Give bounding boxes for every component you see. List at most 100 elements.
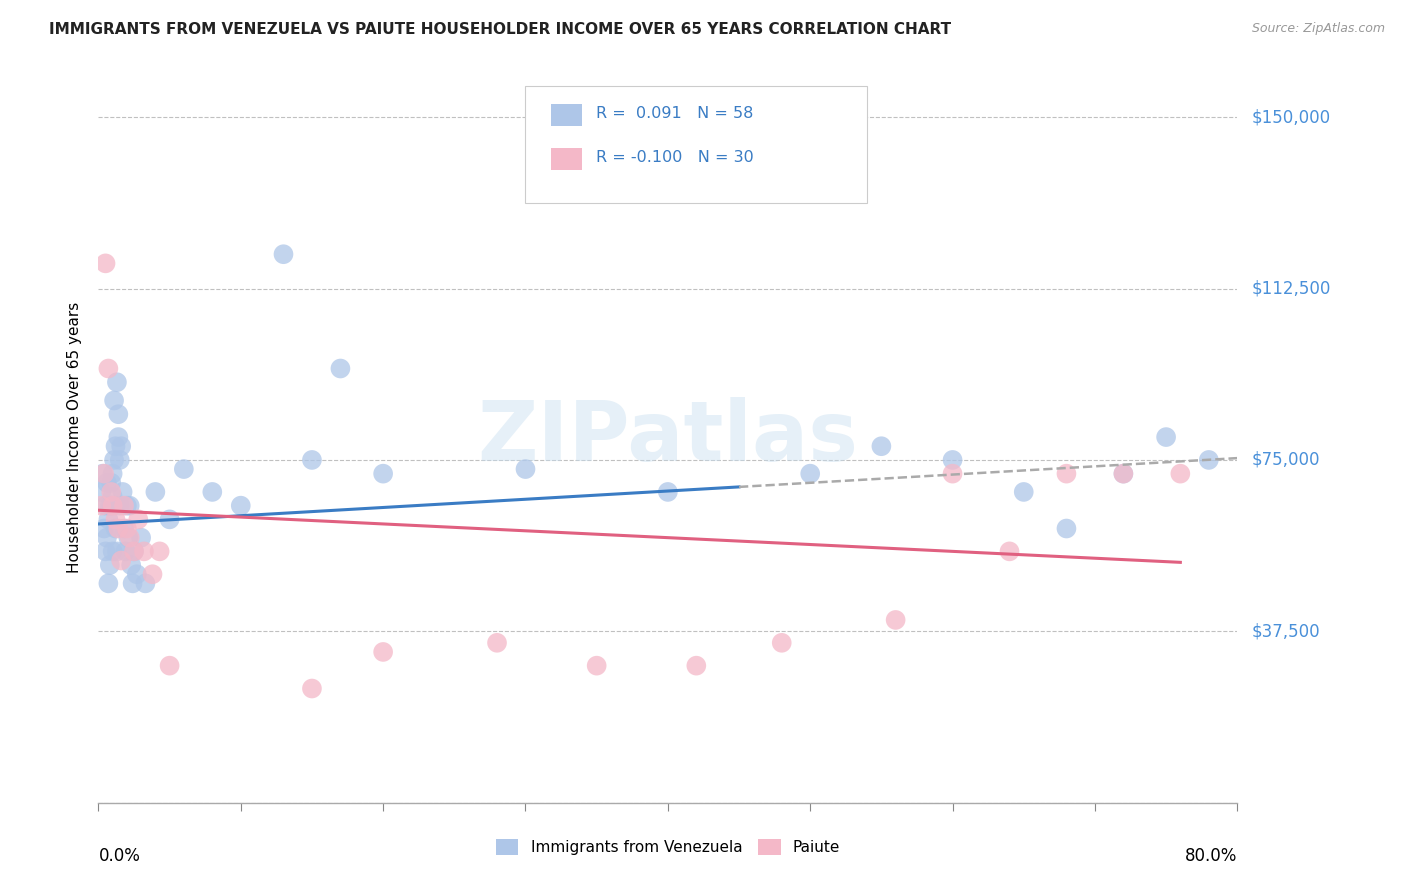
Point (657, 484, 679, 499)
Legend: Immigrants from Venezuela, Paiute: Immigrants from Venezuela, Paiute (489, 833, 846, 861)
Point (104, 512, 127, 526)
Point (132, 544, 155, 558)
Point (121, 576, 143, 591)
Point (108, 499, 131, 513)
Point (97, 576, 120, 591)
Point (107, 430, 129, 444)
Point (103, 453, 125, 467)
Point (301, 453, 323, 467)
Point (117, 531, 139, 545)
Point (201, 484, 224, 499)
Point (110, 439, 132, 453)
Point (122, 544, 145, 558)
Point (101, 467, 124, 481)
Point (98, 558, 121, 573)
Point (111, 484, 134, 499)
Point (91, 467, 114, 481)
Text: R = -0.100   N = 30: R = -0.100 N = 30 (596, 150, 754, 165)
Point (145, 484, 167, 499)
Point (373, 645, 395, 659)
Point (329, 361, 352, 376)
Point (770, 636, 793, 650)
FancyBboxPatch shape (551, 103, 582, 127)
Point (112, 499, 135, 513)
Point (486, 636, 509, 650)
Point (97, 361, 120, 376)
Point (134, 576, 156, 591)
Point (141, 567, 163, 582)
Point (114, 544, 136, 558)
Text: $75,000: $75,000 (1251, 451, 1320, 469)
Point (100, 499, 122, 513)
Text: R =  0.091   N = 58: R = 0.091 N = 58 (596, 106, 754, 121)
Point (229, 499, 252, 513)
Point (942, 467, 965, 481)
Point (104, 521, 127, 535)
Point (685, 658, 707, 673)
Point (1056, 467, 1078, 481)
Point (115, 499, 138, 513)
Point (122, 544, 145, 558)
Point (1012, 484, 1035, 499)
FancyBboxPatch shape (526, 86, 868, 203)
Point (101, 499, 124, 513)
Text: 0.0%: 0.0% (98, 847, 141, 864)
Point (1112, 467, 1135, 481)
Text: 80.0%: 80.0% (1185, 847, 1237, 864)
Text: Source: ZipAtlas.com: Source: ZipAtlas.com (1251, 22, 1385, 36)
Point (159, 658, 181, 673)
Point (998, 544, 1021, 558)
Point (101, 490, 124, 504)
Point (94, 499, 117, 513)
Point (96, 475, 118, 490)
Point (105, 544, 128, 558)
Point (98, 499, 121, 513)
Point (110, 553, 132, 567)
Text: $112,500: $112,500 (1251, 279, 1330, 298)
Point (115, 521, 138, 535)
Point (273, 247, 295, 261)
Point (1154, 430, 1177, 444)
Point (1198, 453, 1220, 467)
Point (101, 544, 124, 558)
Point (104, 439, 127, 453)
Point (90, 484, 112, 499)
Point (118, 531, 141, 545)
Point (93, 521, 115, 535)
Point (870, 439, 893, 453)
Point (1056, 521, 1078, 535)
Text: IMMIGRANTS FROM VENEZUELA VS PAIUTE HOUSEHOLDER INCOME OVER 65 YEARS CORRELATION: IMMIGRANTS FROM VENEZUELA VS PAIUTE HOUS… (49, 22, 952, 37)
Point (107, 521, 129, 535)
Point (149, 544, 172, 558)
Point (884, 613, 907, 627)
Point (301, 681, 323, 696)
Point (515, 462, 537, 476)
Text: $37,500: $37,500 (1251, 623, 1320, 640)
Point (97, 512, 120, 526)
Point (799, 467, 821, 481)
Point (107, 407, 129, 421)
Text: ZIPatlas: ZIPatlas (478, 397, 858, 477)
Point (108, 453, 131, 467)
Point (93, 467, 115, 481)
Point (90, 499, 112, 513)
Text: $150,000: $150,000 (1251, 108, 1330, 126)
FancyBboxPatch shape (551, 147, 582, 170)
Point (100, 475, 122, 490)
Point (1170, 467, 1192, 481)
Point (100, 484, 122, 499)
Point (127, 512, 149, 526)
Point (373, 467, 395, 481)
Point (105, 375, 128, 389)
Point (120, 558, 142, 573)
Point (96, 531, 118, 545)
Point (103, 393, 125, 408)
Point (94, 256, 117, 270)
Point (129, 531, 152, 545)
Point (173, 462, 195, 476)
Point (118, 499, 141, 513)
Point (1112, 467, 1135, 481)
Point (94, 544, 117, 558)
Point (942, 453, 965, 467)
Point (159, 512, 181, 526)
